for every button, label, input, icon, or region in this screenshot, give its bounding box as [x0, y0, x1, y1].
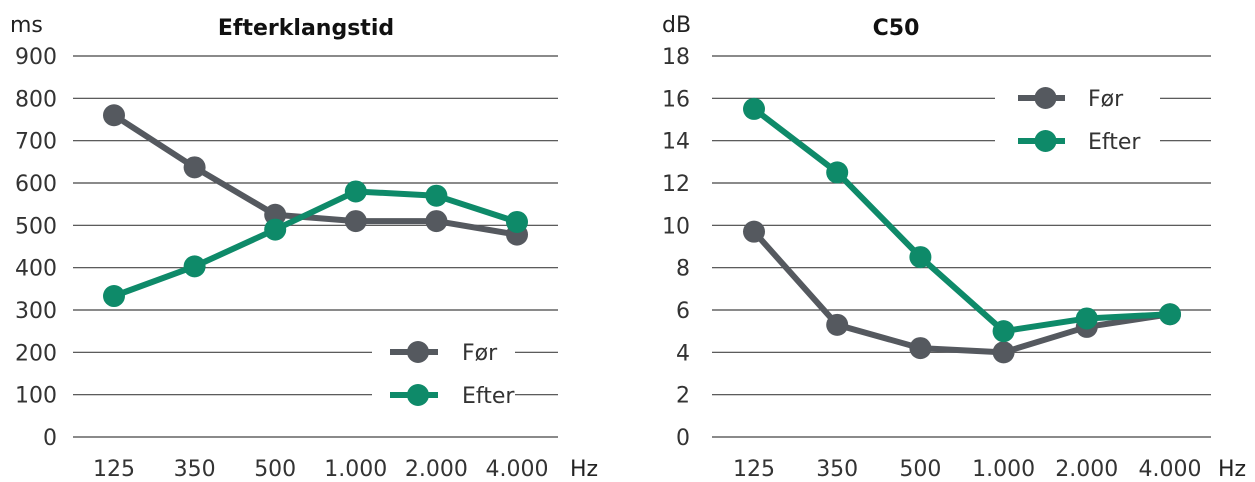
- x-tick-label: 500: [254, 457, 296, 482]
- y-tick-label: 200: [15, 341, 57, 366]
- y-tick-label: 700: [15, 130, 57, 155]
- y-tick-label: 12: [662, 172, 690, 197]
- y-tick-label: 0: [676, 426, 690, 451]
- y-tick-label: 8: [676, 257, 690, 282]
- reverberation-chart-svg: ms Efterklangstid Hz 0 100 200 300 400 500 600…: [10, 13, 598, 482]
- data-point: [992, 341, 1015, 364]
- x-axis-label: Hz: [1218, 457, 1246, 482]
- data-point: [183, 156, 206, 179]
- legend-label: Efter: [1088, 130, 1141, 155]
- y-tick-label: 4: [676, 341, 690, 366]
- x-tick-label: 1.000: [324, 457, 387, 482]
- series-line-1: [752, 106, 1171, 335]
- legend-label: Før: [462, 341, 498, 366]
- y-axis-label: ms: [10, 13, 43, 38]
- legend-label: Før: [1088, 87, 1124, 112]
- y-tick-label: 2: [676, 384, 690, 409]
- y-axis-label: dB: [662, 13, 691, 38]
- y-tick-label: 300: [15, 299, 57, 324]
- legend-marker: [407, 341, 429, 363]
- data-point: [506, 210, 528, 233]
- y-tick-label: 10: [662, 214, 690, 239]
- data-point: [103, 104, 125, 127]
- data-point: [264, 218, 287, 241]
- legend-label: Efter: [462, 384, 515, 409]
- chart-title: Efterklangstid: [218, 16, 394, 41]
- data-point: [344, 180, 367, 203]
- data-point: [992, 320, 1015, 343]
- y-tick-label: 0: [43, 426, 57, 451]
- series-line-1: [112, 188, 518, 299]
- y-tick-label: 400: [15, 257, 57, 282]
- legend-marker: [1034, 87, 1057, 109]
- x-tick-label: 1.000: [972, 457, 1035, 482]
- data-point: [344, 210, 367, 233]
- data-point: [909, 337, 932, 360]
- legend-marker: [407, 384, 429, 406]
- c50-chart-svg: dB C50 Hz 0 2 4 6 8 10 12 14 16 18 125 350 500 1.000 2…: [662, 13, 1246, 482]
- y-tick-label: 600: [15, 172, 57, 197]
- data-point: [1075, 307, 1098, 330]
- x-tick-label: 350: [174, 457, 216, 482]
- x-tick-label: 4.000: [486, 457, 549, 482]
- data-point: [183, 255, 206, 278]
- x-tick-label: 4.000: [1139, 457, 1202, 482]
- data-point: [826, 161, 849, 184]
- series-line-0: [751, 229, 1171, 356]
- data-point: [103, 285, 125, 308]
- x-tick-label: 2.000: [405, 457, 468, 482]
- x-tick-label: 125: [733, 457, 775, 482]
- data-point: [1159, 303, 1181, 326]
- legend-marker: [1034, 130, 1057, 152]
- y-tick-label: 900: [15, 45, 57, 70]
- y-tick-label: 800: [15, 87, 57, 112]
- data-point: [909, 246, 932, 269]
- y-tick-label: 14: [662, 130, 690, 155]
- data-point: [425, 184, 448, 207]
- data-point: [743, 97, 765, 120]
- y-tick-label: 6: [676, 299, 690, 324]
- data-point: [743, 220, 765, 243]
- y-tick-label: 500: [15, 214, 57, 239]
- series-line-0: [112, 112, 518, 238]
- x-tick-label: 350: [816, 457, 858, 482]
- chart-title: C50: [873, 16, 920, 41]
- c50-chart: dB C50 Hz 0 2 4 6 8 10 12 14 16 18 125 350 500 1.000 2…: [640, 0, 1255, 482]
- x-tick-label: 125: [93, 457, 135, 482]
- reverberation-chart: ms Efterklangstid Hz 0 100 200 300 400 500 600…: [0, 0, 620, 482]
- data-point: [425, 210, 448, 233]
- y-tick-label: 18: [662, 45, 690, 70]
- data-point: [826, 313, 849, 336]
- x-tick-label: 2.000: [1055, 457, 1118, 482]
- y-tick-label: 100: [15, 384, 57, 409]
- x-axis-label: Hz: [570, 457, 598, 482]
- x-tick-label: 500: [899, 457, 941, 482]
- y-tick-label: 16: [662, 87, 690, 112]
